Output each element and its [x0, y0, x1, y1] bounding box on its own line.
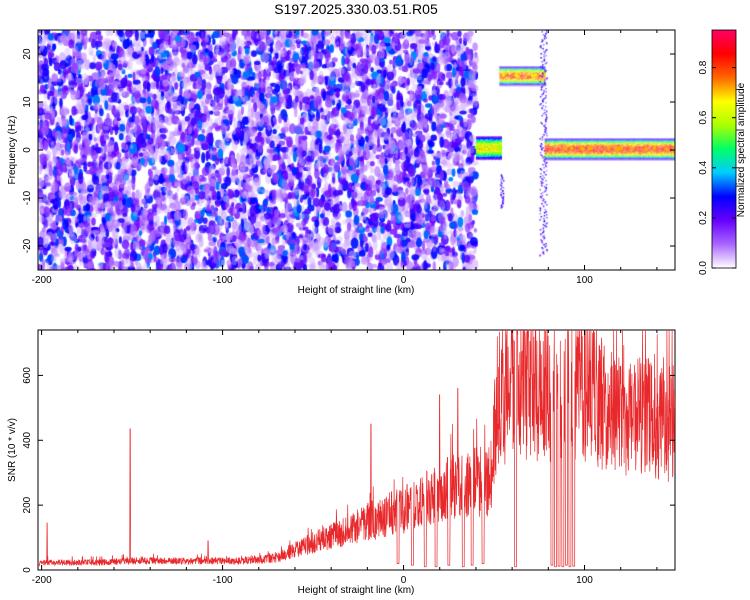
snr-x-axis: -200 -100 0 100	[32, 330, 658, 586]
x-tick-label: 100	[576, 275, 593, 286]
spectrogram-x-axis-label: Height of straight line (km)	[298, 285, 415, 296]
y-tick-label: -20	[22, 238, 33, 253]
colorbar-tick-label: 0.0	[698, 261, 709, 275]
colorbar-tick-label: 0.6	[698, 110, 709, 124]
y-tick-label: 400	[22, 431, 33, 448]
x-tick-label: -200	[32, 575, 52, 586]
x-tick-label: 0	[401, 575, 407, 586]
snr-y-axis-label: SNR (10 * v/v)	[7, 418, 18, 482]
snr-x-axis-label: Height of straight line (km)	[298, 585, 415, 596]
snr-series-line	[37, 329, 676, 568]
y-tick-label: 0	[22, 567, 33, 573]
colorbar-gradient	[711, 29, 737, 269]
y-tick-label: 0	[22, 147, 33, 153]
y-tick-label: 10	[22, 96, 33, 108]
y-tick-label: 200	[22, 496, 33, 513]
snr-y-axis: 0 200 400 600	[22, 367, 675, 573]
spectrogram-y-axis: -20 -10 0 10 20	[22, 48, 675, 253]
spectrogram-y-axis-label: Frequency (Hz)	[7, 116, 18, 185]
snr-panel: -200 -100 0 100 0 200 400 600 Height of straig…	[7, 329, 676, 596]
spectrogram-heatmap-image	[38, 30, 675, 270]
colorbar: 0.0 0.2 0.4 0.6 0.8 Normalized spectral ampl…	[698, 29, 747, 275]
y-tick-label: 20	[22, 48, 33, 60]
colorbar-ticks: 0.0 0.2 0.4 0.6 0.8	[698, 60, 736, 275]
x-tick-label: 100	[576, 575, 593, 586]
spectrogram-x-axis: -200 -100 0 100	[32, 30, 658, 286]
colorbar-tick-label: 0.2	[698, 211, 709, 225]
y-tick-label: 600	[22, 367, 33, 384]
x-tick-label: -100	[213, 575, 233, 586]
colorbar-label: Normalized spectral amplitude	[736, 82, 747, 217]
colorbar-tick-label: 0.4	[698, 160, 709, 174]
x-tick-label: -100	[213, 275, 233, 286]
y-tick-label: -10	[22, 190, 33, 205]
snr-frame	[37, 329, 676, 571]
x-tick-label: -200	[32, 275, 52, 286]
figure-title: S197.2025.330.03.51.R05	[274, 1, 438, 17]
x-tick-label: 0	[401, 275, 407, 286]
colorbar-tick-label: 0.8	[698, 60, 709, 74]
